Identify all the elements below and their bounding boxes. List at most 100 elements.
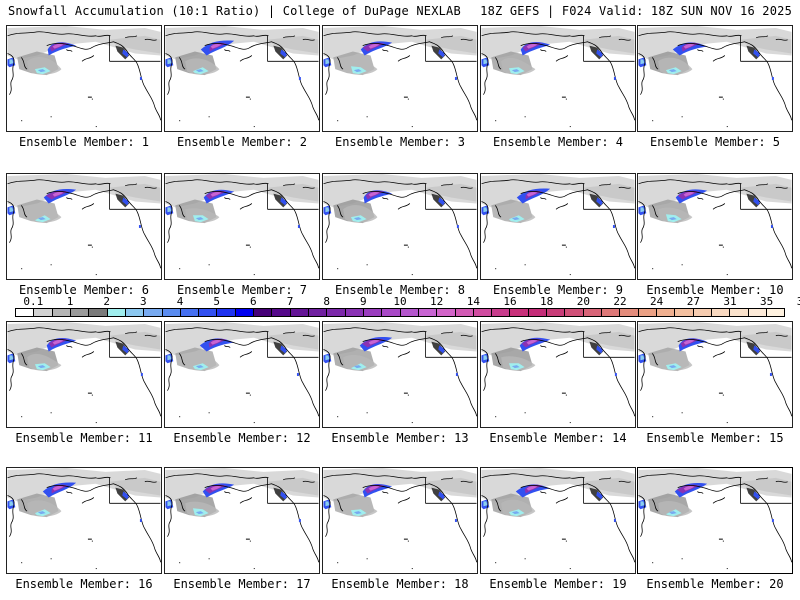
colorbar-swatch	[16, 309, 35, 316]
ensemble-member-map	[6, 321, 162, 428]
ensemble-member-label: Ensemble Member: 18	[331, 577, 469, 591]
colorbar-tick-label: 6	[250, 295, 257, 308]
ensemble-member-label: Ensemble Member: 12	[173, 431, 311, 445]
snowfall-map	[638, 174, 792, 279]
snowfall-map	[481, 322, 635, 427]
snowfall-map	[165, 174, 319, 279]
snowfall-map	[481, 174, 635, 279]
ensemble-member-map	[637, 173, 793, 280]
snowfall-map	[7, 174, 161, 279]
ensemble-member-label: Ensemble Member: 9	[492, 283, 624, 297]
colorbar-swatch	[693, 309, 712, 316]
ensemble-member-map	[164, 173, 320, 280]
ensemble-member-map	[164, 467, 320, 574]
snowfall-map	[323, 174, 477, 279]
colorbar-swatch	[34, 309, 53, 316]
colorbar-swatch	[400, 309, 419, 316]
ensemble-member-label: Ensemble Member: 15	[646, 431, 784, 445]
colorbar-tick-label: 39	[797, 295, 800, 308]
colorbar-tick-label: 3	[140, 295, 147, 308]
ensemble-member-label: Ensemble Member: 8	[334, 283, 466, 297]
colorbar-swatch	[620, 309, 639, 316]
ensemble-member-label: Ensemble Member: 5	[649, 135, 781, 149]
colorbar-swatch	[418, 309, 438, 316]
snowfall-map	[638, 468, 792, 573]
ensemble-member-label: Ensemble Member: 4	[492, 135, 624, 149]
ensemble-member-label: Ensemble Member: 17	[173, 577, 311, 591]
colorbar-swatch	[675, 309, 694, 316]
chart-title: Snowfall Accumulation (10:1 Ratio) | Col…	[8, 4, 461, 18]
snowfall-map	[165, 322, 319, 427]
snowfall-map	[481, 26, 635, 131]
colorbar-swatch	[473, 309, 493, 316]
colorbar-tick-label: 8	[323, 295, 330, 308]
ensemble-member-label: Ensemble Member: 6	[18, 283, 150, 297]
ensemble-member-label: Ensemble Member: 2	[176, 135, 308, 149]
colorbar-swatch	[162, 309, 181, 316]
ensemble-member-map	[480, 467, 636, 574]
ensemble-member-map	[164, 321, 320, 428]
ensemble-member-label: Ensemble Member: 14	[489, 431, 627, 445]
colorbar	[15, 308, 785, 317]
colorbar-swatch	[217, 309, 236, 316]
colorbar-swatch	[730, 309, 749, 316]
colorbar-tick-label: 1	[66, 295, 74, 308]
colorbar-swatch	[565, 309, 584, 316]
snowfall-map	[323, 322, 477, 427]
colorbar-tick-labels: 0.1123456789101214161820222427313539	[15, 295, 800, 308]
ensemble-member-label: Ensemble Member: 16	[15, 577, 153, 591]
colorbar-tick-label: 4	[176, 295, 184, 308]
colorbar-tick-label: 24	[650, 295, 664, 308]
snowfall-map	[638, 26, 792, 131]
ensemble-member-map	[637, 25, 793, 132]
ensemble-member-map	[637, 467, 793, 574]
colorbar-swatch	[309, 309, 328, 316]
colorbar-swatch	[327, 309, 346, 316]
ensemble-member-map	[637, 321, 793, 428]
ensemble-member-map	[322, 467, 478, 574]
colorbar-swatch	[125, 309, 145, 316]
colorbar-tick-label: 22	[613, 295, 627, 308]
snowfall-map	[7, 322, 161, 427]
colorbar-swatch	[602, 309, 621, 316]
ensemble-member-label: Ensemble Member: 10	[646, 283, 784, 297]
ensemble-member-map	[6, 467, 162, 574]
colorbar-swatch	[510, 309, 529, 316]
colorbar-swatch	[254, 309, 273, 316]
snowfall-map	[165, 468, 319, 573]
colorbar-swatch	[583, 309, 602, 316]
colorbar-swatch	[382, 309, 401, 316]
colorbar-tick-label: 35	[760, 295, 774, 308]
colorbar-tick-label: 16	[503, 295, 517, 308]
snowfall-map	[323, 468, 477, 573]
ensemble-member-map	[480, 173, 636, 280]
colorbar-tick-label: 18	[540, 295, 554, 308]
colorbar-tick-label: 5	[213, 295, 220, 308]
snowfall-map	[165, 26, 319, 131]
colorbar-swatch	[363, 309, 383, 316]
ensemble-member-label: Ensemble Member: 13	[331, 431, 469, 445]
colorbar-swatch	[180, 309, 200, 316]
colorbar-swatch	[711, 309, 731, 316]
colorbar-tick-label: 31	[723, 295, 737, 308]
colorbar-swatch	[437, 309, 456, 316]
colorbar-swatch	[290, 309, 309, 316]
colorbar-tick-label: 14	[466, 295, 480, 308]
colorbar-tick-label: 10	[393, 295, 407, 308]
colorbar-swatch	[272, 309, 291, 316]
colorbar-swatch	[345, 309, 364, 316]
ensemble-member-map	[164, 25, 320, 132]
ensemble-member-map	[480, 321, 636, 428]
colorbar-swatch	[89, 309, 108, 316]
colorbar-swatch	[766, 309, 785, 316]
colorbar-tick-label: 20	[576, 295, 590, 308]
colorbar-tick-label: 9	[360, 295, 367, 308]
ensemble-member-map	[322, 173, 478, 280]
snowfall-map	[7, 26, 161, 131]
snowfall-map	[323, 26, 477, 131]
ensemble-member-map	[6, 25, 162, 132]
ensemble-member-label: Ensemble Member: 7	[176, 283, 308, 297]
snowfall-map	[7, 468, 161, 573]
colorbar-swatch	[70, 309, 90, 316]
colorbar-swatch	[107, 309, 126, 316]
